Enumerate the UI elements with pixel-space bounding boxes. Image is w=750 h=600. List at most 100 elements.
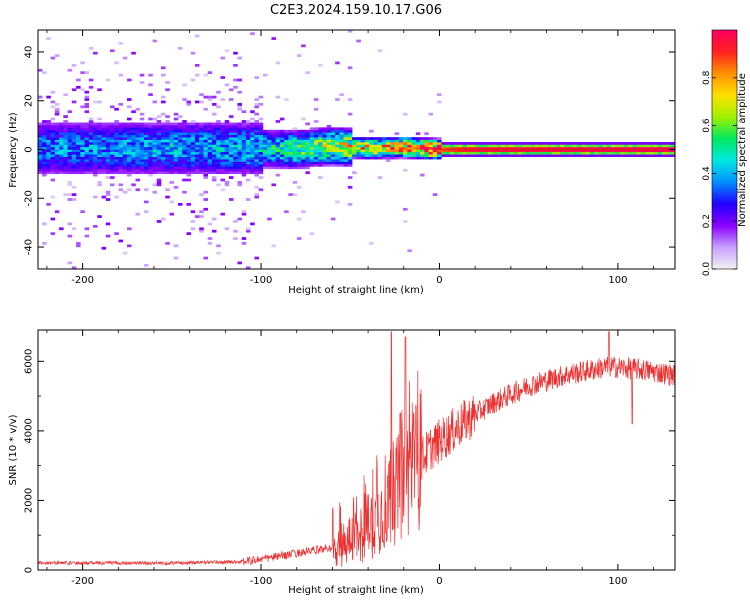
heatmap-cell xyxy=(199,227,204,231)
heatmap-cell xyxy=(80,163,85,167)
heatmap-cell xyxy=(182,127,187,131)
heatmap-cell xyxy=(186,142,192,145)
heatmap-cell xyxy=(114,171,119,175)
heatmap-cell xyxy=(233,146,238,150)
heatmap-cell xyxy=(67,132,73,136)
heatmap-cell xyxy=(101,139,107,143)
heatmap-cell xyxy=(97,146,102,150)
heatmap-cell xyxy=(203,207,209,211)
heatmap-cell xyxy=(437,137,442,140)
heatmap-cell xyxy=(500,146,506,150)
heatmap-cell xyxy=(42,137,47,140)
heatmap-cell xyxy=(645,144,650,148)
heatmap-cell xyxy=(254,151,259,155)
heatmap-cell xyxy=(292,127,298,131)
heatmap-cell xyxy=(271,244,276,248)
heatmap-cell xyxy=(284,149,289,153)
heatmap-cell xyxy=(653,154,659,157)
heatmap-cell xyxy=(127,166,132,170)
heatmap-cell xyxy=(156,168,162,172)
heatmap-cell xyxy=(254,137,259,140)
heatmap-cell xyxy=(305,161,310,165)
heatmap-cell xyxy=(84,139,90,143)
heatmap-cell xyxy=(110,176,115,179)
heatmap-cell xyxy=(84,98,90,101)
heatmap-cell xyxy=(279,151,285,155)
heatmap-cell xyxy=(46,95,51,99)
heatmap-cell xyxy=(254,127,259,131)
heatmap-cell xyxy=(194,137,200,140)
heatmap-cell xyxy=(258,176,264,179)
heatmap-cell xyxy=(220,171,226,175)
heatmap-cell xyxy=(335,144,340,148)
heatmap-cell xyxy=(330,144,336,148)
heatmap-cell xyxy=(67,127,73,131)
heatmap-cell xyxy=(54,134,60,138)
heatmap-cell xyxy=(80,127,85,131)
heatmap-cell xyxy=(347,66,353,70)
heatmap-cell xyxy=(80,132,85,136)
heatmap-cell xyxy=(254,139,259,143)
heatmap-cell xyxy=(118,144,124,148)
heatmap-cell xyxy=(71,166,77,170)
heatmap-cell xyxy=(296,134,302,138)
heatmap-cell xyxy=(139,168,145,172)
heatmap-cell xyxy=(190,139,196,143)
heatmap-cell xyxy=(318,134,323,138)
heatmap-cell xyxy=(377,137,383,140)
heatmap-cell xyxy=(220,146,226,150)
heatmap-cell xyxy=(403,149,408,153)
heatmap-cell xyxy=(666,146,671,150)
heatmap-cell xyxy=(509,149,514,153)
heatmap-cell xyxy=(390,137,395,140)
heatmap-cell xyxy=(127,154,132,157)
heatmap-cell xyxy=(224,49,230,53)
heatmap-cell xyxy=(93,139,98,143)
heatmap-cell xyxy=(628,146,633,150)
heatmap-cell xyxy=(144,132,149,136)
heatmap-cell xyxy=(241,110,247,114)
heatmap-cell xyxy=(139,151,145,155)
heatmap-cell xyxy=(122,171,128,175)
heatmap-cell xyxy=(330,159,336,162)
heatmap-cell xyxy=(245,227,251,231)
heatmap-cell xyxy=(216,90,221,94)
heatmap-cell xyxy=(347,98,353,101)
heatmap-cell xyxy=(165,242,170,245)
heatmap-cell xyxy=(564,146,569,150)
heatmap-cell xyxy=(254,166,259,170)
heatmap-cell xyxy=(169,159,175,162)
heatmap-cell xyxy=(466,151,472,155)
heatmap-cell xyxy=(475,151,480,155)
heatmap-cell xyxy=(369,149,374,153)
heatmap-cell xyxy=(258,166,264,170)
heatmap-cell xyxy=(258,156,264,160)
heatmap-cell xyxy=(526,146,531,150)
heatmap-cell xyxy=(42,168,47,172)
heatmap-cell xyxy=(347,132,353,136)
heatmap-cell xyxy=(152,127,158,131)
heatmap-cell xyxy=(636,151,642,155)
heatmap-cell xyxy=(182,98,187,101)
heatmap-cell xyxy=(54,139,60,143)
heatmap-cell xyxy=(67,159,73,162)
heatmap-cell xyxy=(110,183,115,187)
heatmap-cell xyxy=(411,139,417,143)
heatmap-cell xyxy=(144,142,149,145)
heatmap-cell xyxy=(619,146,625,150)
heatmap-cell xyxy=(182,132,187,136)
heatmap-cell xyxy=(42,132,47,136)
heatmap-cell xyxy=(211,156,217,160)
heatmap-cell xyxy=(144,263,149,267)
heatmap-cell xyxy=(177,137,183,140)
heatmap-cell xyxy=(211,112,217,116)
heatmap-cells xyxy=(38,30,675,269)
heatmap-cell xyxy=(224,144,230,148)
heatmap-cell xyxy=(93,166,98,170)
heatmap-cell xyxy=(182,122,187,126)
heatmap-cell xyxy=(492,144,497,148)
heatmap-cell xyxy=(271,129,276,133)
heatmap-cell xyxy=(169,137,175,140)
heatmap-cell xyxy=(177,127,183,131)
heatmap-cell xyxy=(330,151,336,155)
